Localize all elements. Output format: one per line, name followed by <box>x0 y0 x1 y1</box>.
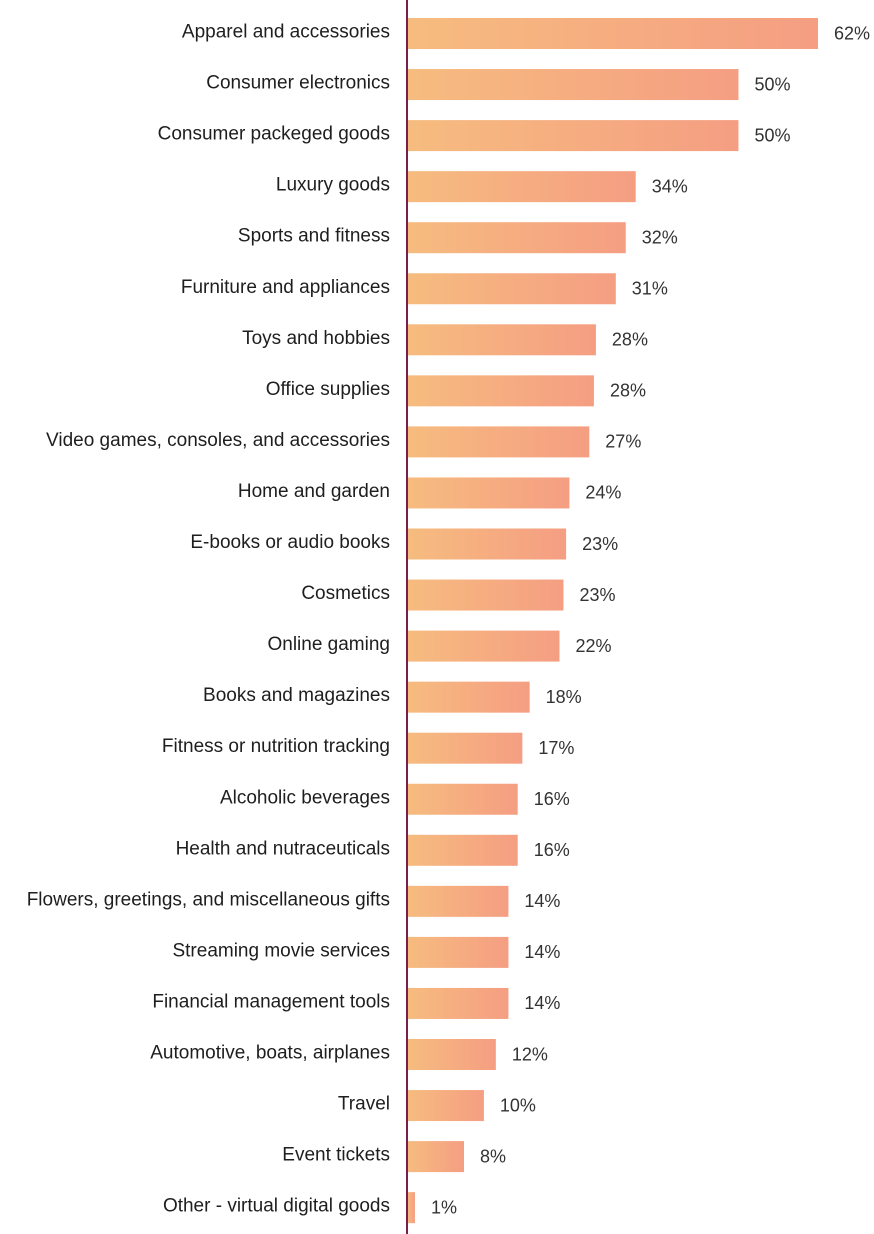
value-label-fitness-or-nutrition-tracking: 17% <box>538 738 574 758</box>
category-label-alcoholic-beverages: Alcoholic beverages <box>220 787 390 808</box>
category-label-streaming-movie-services: Streaming movie services <box>172 940 390 961</box>
value-label-office-supplies: 28% <box>610 381 646 401</box>
category-label-flowers-greetings-and-miscellaneous-gifts: Flowers, greetings, and miscellaneous gi… <box>27 889 390 910</box>
category-label-fitness-or-nutrition-tracking: Fitness or nutrition tracking <box>162 736 390 757</box>
value-label-toys-and-hobbies: 28% <box>612 330 648 350</box>
category-label-home-and-garden: Home and garden <box>238 481 390 502</box>
bar-travel <box>407 1090 484 1122</box>
value-label-e-books-or-audio-books: 23% <box>582 534 618 554</box>
category-label-event-tickets: Event tickets <box>282 1145 390 1166</box>
value-label-consumer-electronics: 50% <box>754 74 790 94</box>
value-labels-group: 62% 50% 50% 34% 32% 31% 28% 28% 27% 24% 23% 23% 22% 1… <box>431 23 870 1217</box>
category-label-sports-and-fitness: Sports and fitness <box>238 226 390 247</box>
bar-automotive-boats-airplanes <box>407 1039 496 1070</box>
category-label-travel: Travel <box>338 1094 390 1115</box>
bar-e-books-or-audio-books <box>407 528 567 560</box>
bar-apparel-and-accessories <box>407 18 818 49</box>
value-label-cosmetics: 23% <box>579 585 615 605</box>
bar-alcoholic-beverages <box>407 783 518 815</box>
category-label-video-games-consoles-and-accessories: Video games, consoles, and accessories <box>46 430 390 451</box>
category-label-automotive-boats-airplanes: Automotive, boats, airplanes <box>150 1043 390 1064</box>
bar-consumer-packeged-goods <box>407 120 739 152</box>
bar-home-and-garden <box>407 477 570 509</box>
value-label-apparel-and-accessories: 62% <box>834 23 870 43</box>
value-label-financial-management-tools: 14% <box>524 993 560 1013</box>
category-label-health-and-nutraceuticals: Health and nutraceuticals <box>176 838 390 859</box>
bar-other-virtual-digital-goods <box>407 1192 415 1224</box>
value-label-event-tickets: 8% <box>480 1146 506 1166</box>
value-label-home-and-garden: 24% <box>585 483 621 503</box>
value-label-health-and-nutraceuticals: 16% <box>534 840 570 860</box>
bar-office-supplies <box>407 375 594 407</box>
category-label-toys-and-hobbies: Toys and hobbies <box>242 328 390 349</box>
bar-financial-management-tools <box>407 987 509 1019</box>
value-label-sports-and-fitness: 32% <box>642 227 678 247</box>
value-label-travel: 10% <box>500 1095 536 1115</box>
value-label-online-gaming: 22% <box>575 636 611 656</box>
bars-group <box>407 18 818 1224</box>
bar-furniture-and-appliances <box>407 273 616 305</box>
bar-consumer-electronics <box>407 69 739 101</box>
category-label-furniture-and-appliances: Furniture and appliances <box>181 277 390 298</box>
bar-video-games-consoles-and-accessories <box>407 426 590 458</box>
value-label-luxury-goods: 34% <box>652 176 688 196</box>
value-label-alcoholic-beverages: 16% <box>534 789 570 809</box>
bar-fitness-or-nutrition-tracking <box>407 732 523 764</box>
value-label-flowers-greetings-and-miscellaneous-gifts: 14% <box>524 891 560 911</box>
category-label-financial-management-tools: Financial management tools <box>152 991 390 1012</box>
bar-cosmetics <box>407 579 564 611</box>
bar-streaming-movie-services <box>407 936 509 968</box>
value-label-books-and-magazines: 18% <box>546 687 582 707</box>
category-labels-group: Apparel and accessories Consumer electron… <box>27 22 390 1217</box>
bar-toys-and-hobbies <box>407 324 596 356</box>
value-label-streaming-movie-services: 14% <box>524 942 560 962</box>
bar-event-tickets <box>407 1141 465 1173</box>
category-label-luxury-goods: Luxury goods <box>276 175 390 196</box>
category-label-office-supplies: Office supplies <box>266 379 390 400</box>
value-label-consumer-packeged-goods: 50% <box>754 125 790 145</box>
value-label-automotive-boats-airplanes: 12% <box>512 1044 548 1064</box>
value-label-video-games-consoles-and-accessories: 27% <box>605 432 641 452</box>
category-label-consumer-packeged-goods: Consumer packeged goods <box>158 124 390 145</box>
bar-online-gaming <box>407 630 560 662</box>
category-label-other-virtual-digital-goods: Other - virtual digital goods <box>163 1196 390 1217</box>
category-label-cosmetics: Cosmetics <box>301 583 390 604</box>
value-label-other-virtual-digital-goods: 1% <box>431 1197 457 1217</box>
category-label-apparel-and-accessories: Apparel and accessories <box>182 22 390 43</box>
bar-flowers-greetings-and-miscellaneous-gifts <box>407 885 509 917</box>
category-label-consumer-electronics: Consumer electronics <box>206 73 390 94</box>
bar-sports-and-fitness <box>407 222 626 254</box>
category-label-online-gaming: Online gaming <box>267 634 390 655</box>
category-label-e-books-or-audio-books: E-books or audio books <box>190 532 390 553</box>
bar-luxury-goods <box>407 171 636 203</box>
value-label-furniture-and-appliances: 31% <box>632 279 668 299</box>
category-label-books-and-magazines: Books and magazines <box>203 685 390 706</box>
bar-books-and-magazines <box>407 681 530 713</box>
bar-health-and-nutraceuticals <box>407 834 518 866</box>
